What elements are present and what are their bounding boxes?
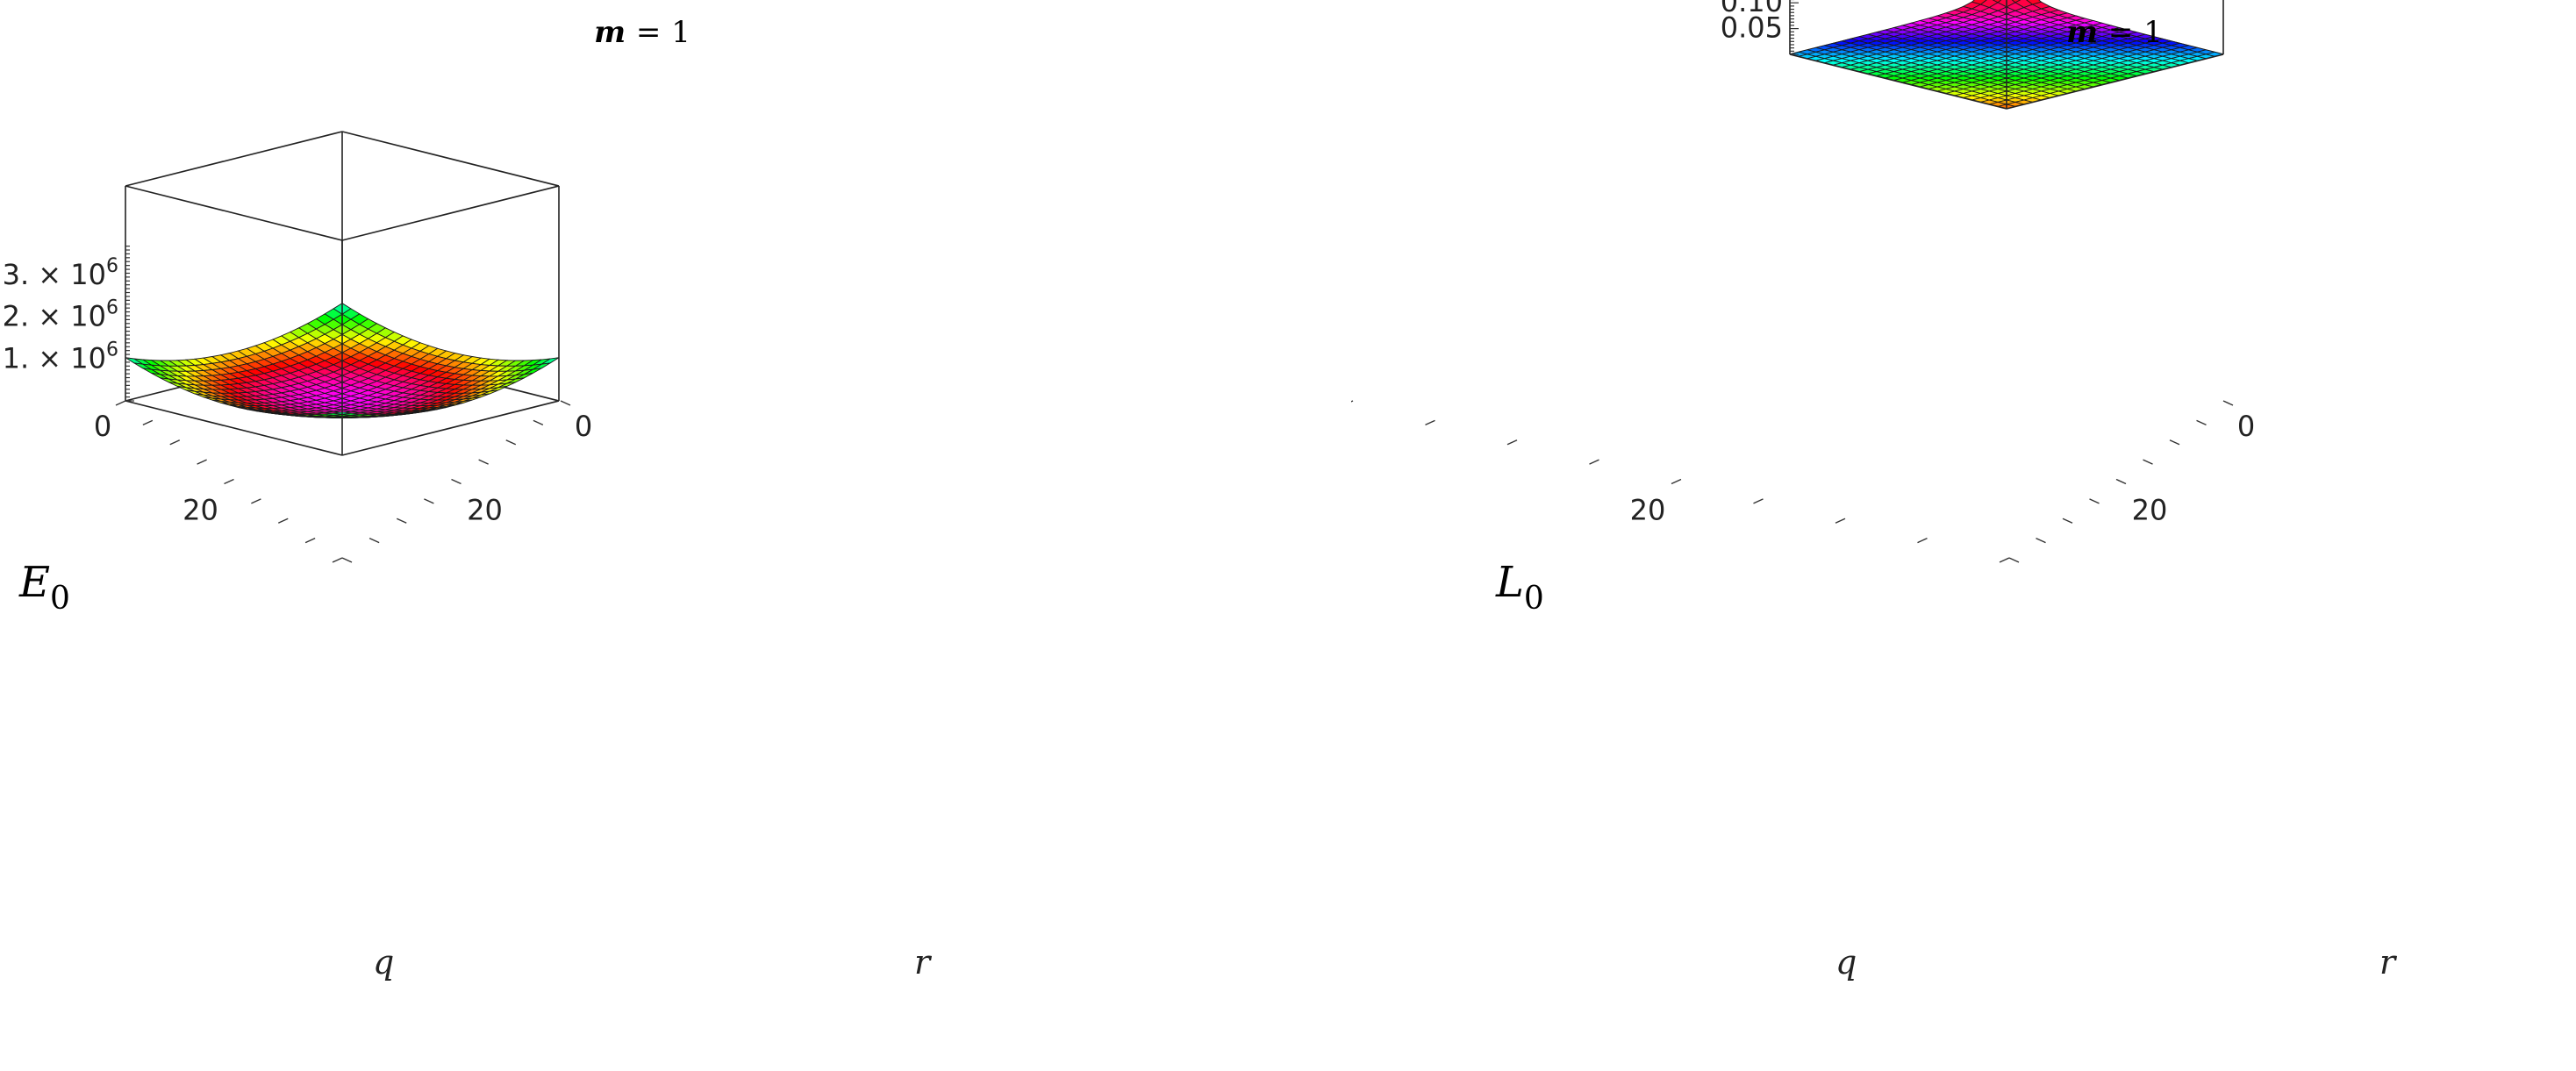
r-tick [2036,537,2046,544]
q-tick [224,478,234,485]
l0-z-axis-label: L0 [1495,558,1544,617]
e0-axes: 1. × 106 2. × 106 3. × 106 0 20 0 20 [3,246,592,563]
r-tick [369,537,380,544]
box-edge [341,131,560,187]
q-tick [332,557,343,563]
r-tick [2062,518,2073,524]
l0-y-axis-label: r [2379,943,2398,982]
z-tick-label: 0.05 [1721,11,1783,45]
l0-title: m = 1 [2066,15,2163,50]
r-tick [2115,478,2127,485]
r-tick [505,439,517,446]
r-tick-label: 20 [2132,494,2168,527]
q-tick [304,537,316,544]
r-tick [424,498,434,504]
e0-z-axis-label: E0 [18,558,70,617]
e0-surface [125,303,560,418]
l0-surface-plot: 0.050.100.150.200.25020020 m = 1 L0 q r [1351,0,2398,982]
q-tick [1999,557,2010,563]
z-tick-label: 1. × 106 [3,339,118,375]
l0-surface [1789,0,2224,110]
q-tick [251,498,261,504]
r-tick [341,557,353,563]
l0-axes: 0.050.100.150.200.25020020 [1351,0,2255,563]
r-tick-label: 0 [575,410,592,443]
r-tick-label: 0 [2237,410,2255,443]
front-edge [341,400,560,456]
q-tick-label: 0 [94,410,111,443]
r-tick [2169,439,2180,446]
q-tick [142,419,154,426]
q-tick [115,400,126,406]
box-edge [341,185,560,241]
q-tick [1425,419,1435,426]
r-tick [533,419,544,426]
front-edge [2006,54,2224,110]
e0-y-axis-label: r [914,943,933,982]
q-tick [1589,459,1599,465]
q-tick [169,439,181,446]
r-tick [2089,498,2100,504]
r-tick-label: 20 [467,494,503,527]
r-tick [451,478,462,485]
r-tick [396,518,407,524]
front-edge [125,400,343,456]
r-tick [560,400,571,406]
box-edge [125,131,343,187]
r-tick [2222,400,2234,406]
e0-x-axis-label: q [373,943,394,982]
r-tick [2143,459,2153,465]
q-tick [1671,478,1682,485]
box-edge [125,185,343,241]
z-tick-label: 2. × 106 [3,297,118,333]
q-tick-label: 20 [182,494,218,527]
l0-front-edges [1789,0,2224,110]
q-tick [1506,439,1518,446]
plot-e0: 1. × 106 2. × 106 3. × 106 0 20 0 20 m = 1 E0 … [0,0,1263,1071]
q-tick [197,459,207,465]
q-tick [1835,518,1846,524]
r-tick [2196,419,2207,426]
q-tick [277,518,289,524]
q-tick [1753,498,1764,504]
z-tick-label: 3. × 106 [3,255,118,291]
l0-x-axis-label: q [1835,943,1857,982]
r-tick [478,459,489,465]
q-tick [1351,400,1354,403]
front-edge [1789,54,2007,110]
e0-title: m = 1 [594,15,691,50]
q-tick-label: 20 [1630,494,1666,527]
q-tick [1917,537,1928,544]
z-tick-label: 0.10 [1721,0,1783,18]
plot-l0: 0.050.100.150.200.25020020 m = 1 L0 q r [1351,0,2576,1071]
e0-front-edges [125,240,560,456]
r-tick [2008,557,2020,563]
